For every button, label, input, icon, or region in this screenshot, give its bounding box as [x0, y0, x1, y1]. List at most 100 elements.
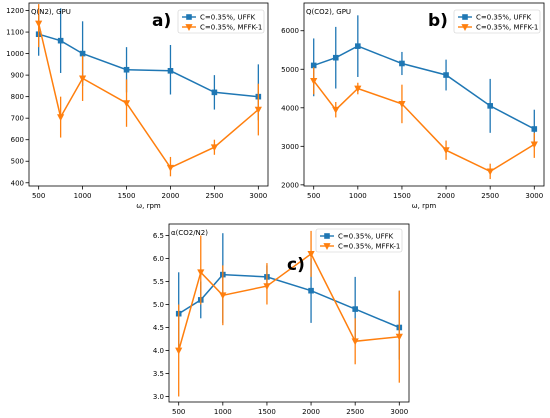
legend-marker: [186, 14, 192, 20]
chart-panel-b: 500 1000 1500 2000 2500 3000 2000 3000 4000 5000 6…: [281, 2, 545, 210]
series-line: [37, 23, 259, 169]
data-point: [486, 168, 494, 176]
series-line: [38, 33, 259, 98]
data-point: [263, 283, 271, 291]
y-tick-label: 3.0: [153, 393, 164, 401]
y-axis-label: α(CO2/N2): [171, 229, 208, 237]
legend-marker: [461, 24, 469, 31]
data-point: [442, 147, 450, 155]
y-tick-label: 400: [11, 179, 24, 187]
data-point: [122, 100, 131, 108]
x-axis-label: ω, rpm: [412, 202, 437, 210]
legend: C=0.35%, UFFK C=0.35%, MFFK-1: [453, 9, 541, 34]
plot-frame: [28, 2, 269, 187]
legend-entry: C=0.35%, UFFK: [338, 233, 394, 241]
x-tick-label: 1500: [118, 192, 136, 200]
data-point: [332, 106, 340, 114]
legend-entry: C=0.35%, MFFK-1: [338, 243, 400, 251]
y-tick-label: 6.5: [153, 232, 164, 240]
data-point: [166, 164, 175, 172]
series-line: [313, 80, 535, 173]
data-point: [211, 89, 218, 96]
x-axis-label: ω, rpm: [136, 202, 161, 210]
legend: C=0.35%, UFFK C=0.35%, MFFK-1: [177, 9, 265, 34]
data-point: [175, 347, 183, 355]
y-tick-label: 1000: [6, 50, 24, 58]
x-tick-label: 2000: [437, 192, 455, 200]
data-point: [78, 75, 87, 83]
data-point: [399, 60, 405, 67]
legend-box: [177, 9, 265, 34]
x-tick-label: 3000: [249, 192, 267, 200]
data-point: [355, 43, 361, 49]
y-tick-label: 900: [11, 72, 24, 80]
data-point: [443, 72, 449, 78]
panel-label: a): [152, 11, 171, 31]
series-mffk: [35, 4, 262, 177]
x-tick-label: 1000: [349, 192, 367, 200]
y-tick-label: 1200: [6, 7, 24, 15]
y-tick-label: 700: [11, 115, 24, 123]
data-point: [35, 20, 43, 28]
data-point: [307, 251, 315, 258]
data-point: [395, 333, 403, 341]
data-point: [167, 68, 174, 74]
legend-entry: C=0.35%, MFFK-1: [476, 24, 538, 32]
y-tick-label: 500: [11, 158, 24, 166]
x-tick-label: 1000: [214, 408, 232, 416]
x-tick-label: 500: [307, 192, 320, 200]
legend-marker: [323, 243, 331, 250]
series-mffk: [310, 67, 538, 180]
x-tick-label: 2000: [162, 192, 180, 200]
data-point: [219, 292, 227, 300]
legend-marker: [324, 233, 330, 239]
legend-marker: [462, 14, 468, 20]
y-tick-label: 6000: [281, 27, 299, 35]
series-uffk: [310, 15, 538, 147]
x-tick-label: 2500: [346, 408, 364, 416]
panel-label: c): [287, 255, 305, 275]
y-tick-label: 5000: [281, 66, 299, 74]
x-tick-label: 3000: [525, 192, 543, 200]
legend-marker: [185, 24, 193, 31]
data-point: [351, 338, 359, 346]
x-tick-label: 500: [32, 192, 45, 200]
x-tick-label: 1500: [258, 408, 276, 416]
y-tick-label: 4.5: [153, 324, 164, 332]
data-point: [254, 106, 262, 114]
y-axis-label: Q(N2), GPU: [31, 8, 71, 16]
series-line: [313, 45, 535, 130]
data-point: [79, 50, 86, 57]
data-point: [398, 101, 406, 108]
x-tick-label: 2500: [205, 192, 223, 200]
data-point: [332, 54, 339, 61]
data-point: [530, 141, 538, 149]
data-point: [310, 62, 317, 69]
data-point: [308, 287, 314, 294]
chart-panel-c: 500 1000 1500 2000 2500 3000 3.0 3.5 4.0 4.5 5.0 5.…: [153, 223, 410, 416]
y-tick-label: 3000: [281, 143, 299, 151]
legend-entry: C=0.35%, UFFK: [476, 14, 532, 22]
panel-label: b): [428, 11, 448, 31]
legend-entry: C=0.35%, UFFK: [200, 14, 256, 22]
series-mffk: [175, 230, 403, 397]
y-tick-label: 5.0: [153, 301, 164, 309]
data-point: [352, 306, 358, 312]
y-tick-label: 4.0: [153, 347, 164, 355]
x-tick-label: 2000: [302, 408, 320, 416]
x-tick-label: 500: [172, 408, 185, 416]
y-tick-label: 1100: [6, 29, 24, 37]
data-point: [197, 269, 205, 277]
series-line: [178, 273, 400, 329]
y-tick-label: 3.5: [153, 370, 164, 378]
legend: C=0.35%, UFFK C=0.35%, MFFK-1: [315, 228, 403, 253]
x-tick-label: 1000: [74, 192, 92, 200]
legend-entry: C=0.35%, MFFK-1: [200, 24, 262, 32]
y-tick-label: 800: [11, 93, 24, 101]
x-tick-label: 1500: [393, 192, 411, 200]
legend-box: [453, 9, 541, 34]
plot-frame: [303, 2, 545, 187]
x-tick-label: 2500: [481, 192, 499, 200]
data-point: [487, 103, 493, 109]
